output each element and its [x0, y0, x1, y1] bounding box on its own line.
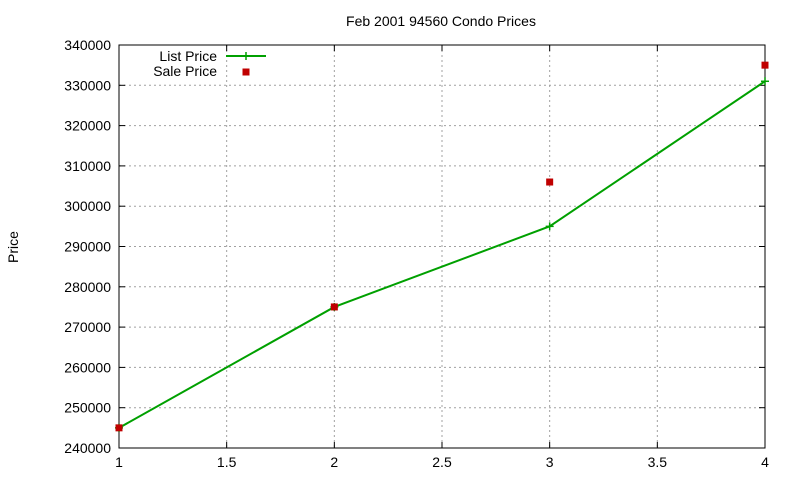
y-tick-label: 340000 [64, 37, 111, 53]
axis-ticks [118, 44, 766, 449]
sale-price-point [115, 424, 123, 432]
legend-marker-sale-price [242, 68, 250, 76]
y-tick-label: 260000 [64, 359, 111, 375]
x-tick-label: 2.5 [432, 454, 452, 470]
y-tick-label: 310000 [64, 158, 111, 174]
x-tick-label: 1.5 [217, 454, 237, 470]
legend: List Price Sale Price [153, 48, 266, 79]
x-tick-label: 2 [330, 454, 338, 470]
y-tick-labels: 240000 250000 260000 270000 280000 290000 3000… [64, 37, 111, 456]
list-price-line [118, 80, 766, 429]
list-price-point [545, 222, 554, 231]
legend-plus-list-price [242, 52, 250, 60]
x-tick-labels: 1 1.5 2 2.5 3 3.5 4 [115, 454, 769, 470]
chart-title: Feb 2001 94560 Condo Prices [346, 13, 536, 29]
x-tick-label: 1 [115, 454, 123, 470]
sale-price-point [761, 61, 769, 69]
sale-price-point [330, 303, 338, 311]
y-tick-label: 300000 [64, 198, 111, 214]
sale-price-point [546, 178, 554, 186]
y-tick-label: 240000 [64, 440, 111, 456]
y-axis-label: Price [5, 231, 21, 263]
grid-lines [119, 45, 765, 448]
x-tick-label: 3.5 [648, 454, 668, 470]
legend-square-sale-price [242, 68, 250, 76]
y-tick-label: 270000 [64, 319, 111, 335]
y-tick-label: 330000 [64, 77, 111, 93]
series-layer [115, 61, 769, 432]
legend-label-sale-price: Sale Price [153, 63, 217, 79]
y-tick-label: 290000 [64, 239, 111, 255]
y-tick-label: 320000 [64, 118, 111, 134]
y-tick-label: 250000 [64, 400, 111, 416]
legend-label-list-price: List Price [159, 48, 217, 64]
y-tick-label: 280000 [64, 279, 111, 295]
x-tick-label: 4 [761, 454, 769, 470]
list-price-point [761, 77, 769, 86]
x-tick-label: 3 [546, 454, 554, 470]
legend-marker-list-price [226, 52, 266, 60]
